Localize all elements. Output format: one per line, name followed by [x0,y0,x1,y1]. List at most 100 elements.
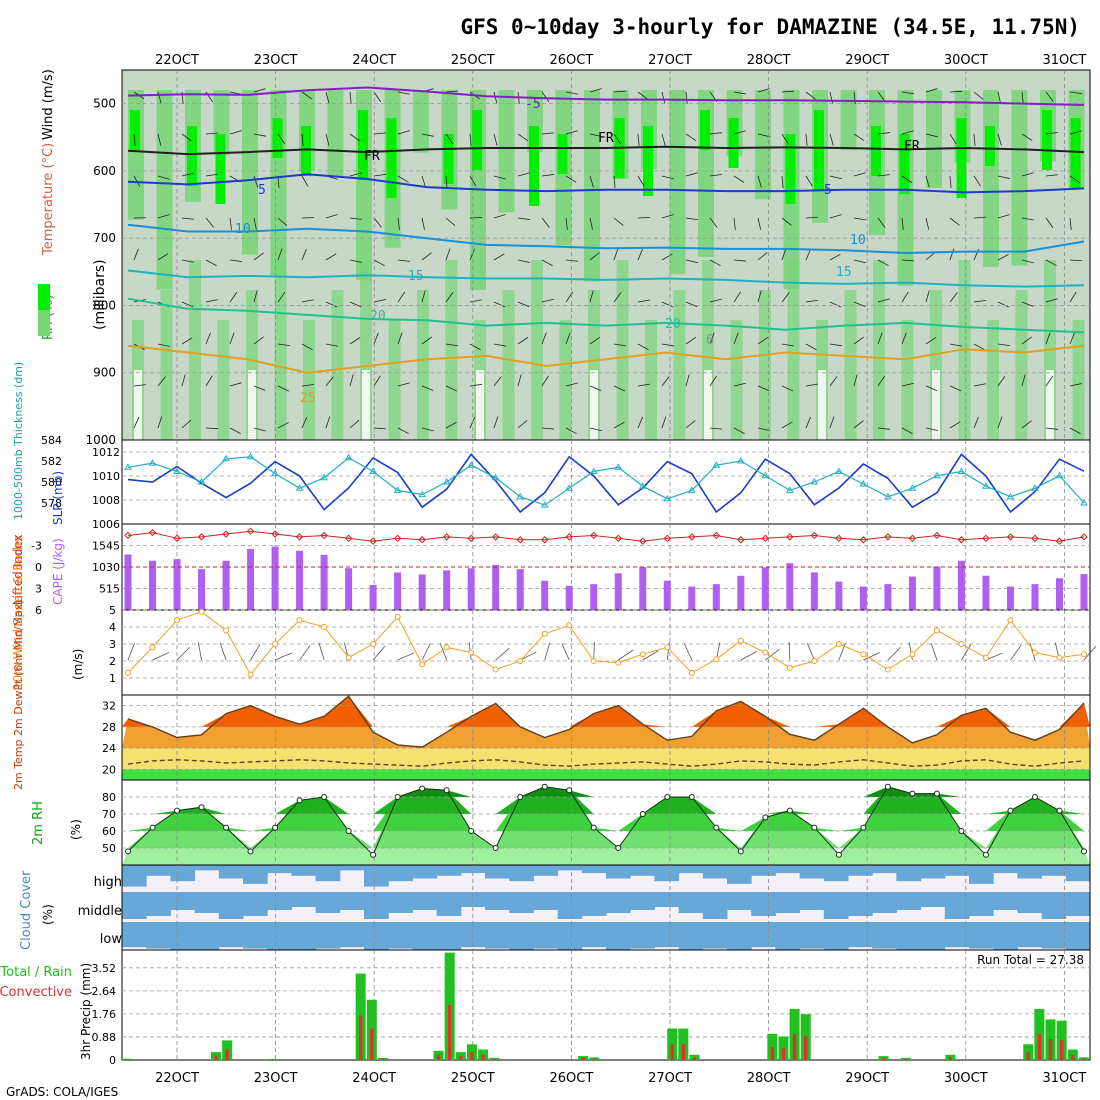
wind-barb [661,175,674,180]
cloud-bar-low [944,922,970,948]
rh-band [1011,90,1028,266]
wind-barb-10m [618,649,634,661]
wind-barb [877,427,890,430]
date-tick-top: 31OCT [1043,53,1087,68]
upper-label-temp: Temperature (°C) [41,143,56,256]
cape-bar [1055,578,1063,610]
cloud-bar-middle [460,892,486,907]
chart-title: GFS 0~10day 3-hourly for DAMAZINE (34.5E… [460,15,1080,39]
wind-barb [853,259,866,264]
wind-point [762,649,769,656]
date-tick-top: 29OCT [845,53,889,68]
wind-barb [469,416,476,429]
wind-barb [1069,383,1082,387]
wind-point [860,651,867,658]
wind-barb [829,376,838,387]
wind-barb-10m [250,644,261,661]
wind-point [443,644,450,651]
rh-band [983,90,999,267]
wind-barb [373,332,379,345]
rh-band-high [814,110,824,190]
wind-barb [1069,259,1083,262]
wind-barb [613,343,626,347]
wind-point [590,658,597,664]
wind-barb [421,336,432,345]
cloud-bar-middle [823,892,849,919]
lifted-point [222,530,230,538]
cape-bar [884,584,892,610]
thickness-line [127,456,1085,506]
cloud-bar-high [702,865,728,879]
precip-bar-conv [948,1057,953,1060]
lifted-point [786,533,794,541]
rh-point [149,824,156,831]
cape-bar [712,584,720,610]
rh-label: 2m RH [31,801,46,845]
wind-barb [781,175,784,188]
rh-band-low [673,290,686,440]
wind-barb [349,133,360,142]
cloud-bar-middle [436,892,462,916]
wind-barb [709,375,717,387]
wind-barb [181,374,186,387]
wind-barb [205,259,217,267]
wind-barb [181,419,192,429]
wind-barb [445,343,458,347]
wind-barb [133,384,146,387]
wind-barb [301,416,308,429]
wind-barb [373,173,386,177]
wind-barb [1021,259,1034,264]
lifted-point [369,537,377,545]
wind-barb [805,343,817,351]
wind-barb [133,133,136,146]
rh-ytick: 60 [102,825,116,838]
cloud-level-high: high [94,875,122,890]
wind-barb [157,175,170,180]
wind-barb [445,175,448,188]
rh-band [584,90,600,282]
cloud-bar-high [896,865,922,882]
wind-barb [757,217,762,230]
wind-barb [733,259,746,262]
wind-barb [661,376,670,387]
thickness-point [687,486,696,493]
cloud-bar-high [194,865,220,871]
wind-units: (m/s) [71,649,85,680]
cloud-bar-low [436,922,462,950]
lifted-point [614,534,622,543]
cloud-bar-high [1017,865,1043,879]
cloud-level-middle: middle [78,904,122,919]
cape-bar [320,554,328,610]
wind-barb [925,88,938,93]
precip-bar-conv [470,1052,474,1060]
temp-ytick: 32 [102,700,116,713]
wind-barb [253,385,266,391]
lifted-point [639,537,647,545]
precip-bar-conv [804,1036,808,1060]
wind-barb [397,91,410,95]
wind-barb [709,259,721,267]
cape-bar [957,560,965,610]
wind-barb [733,382,746,387]
wind-barb [421,427,434,432]
wind-barb [205,299,218,303]
wind-point [713,656,720,663]
lifted-point [124,531,132,540]
wind-point [811,658,818,664]
lifted-ytick: -3 [31,540,42,553]
cape-ytick: 1545 [92,540,120,553]
lifted-point [467,534,475,543]
rh-band-high [871,126,881,176]
wind-barb [685,301,698,307]
rh-point [688,794,695,800]
cloud-bar-high [630,865,655,876]
wind-barb [493,175,506,180]
isotherm-label: 10 [850,233,866,248]
thickness-point [663,494,672,502]
lifted-point [663,534,671,543]
rh-point [345,828,352,834]
cloud-bar-low [267,922,292,950]
isotherm-label: 20 [665,317,681,332]
wind-barb [901,259,914,262]
wind-barb-10m [544,642,551,661]
